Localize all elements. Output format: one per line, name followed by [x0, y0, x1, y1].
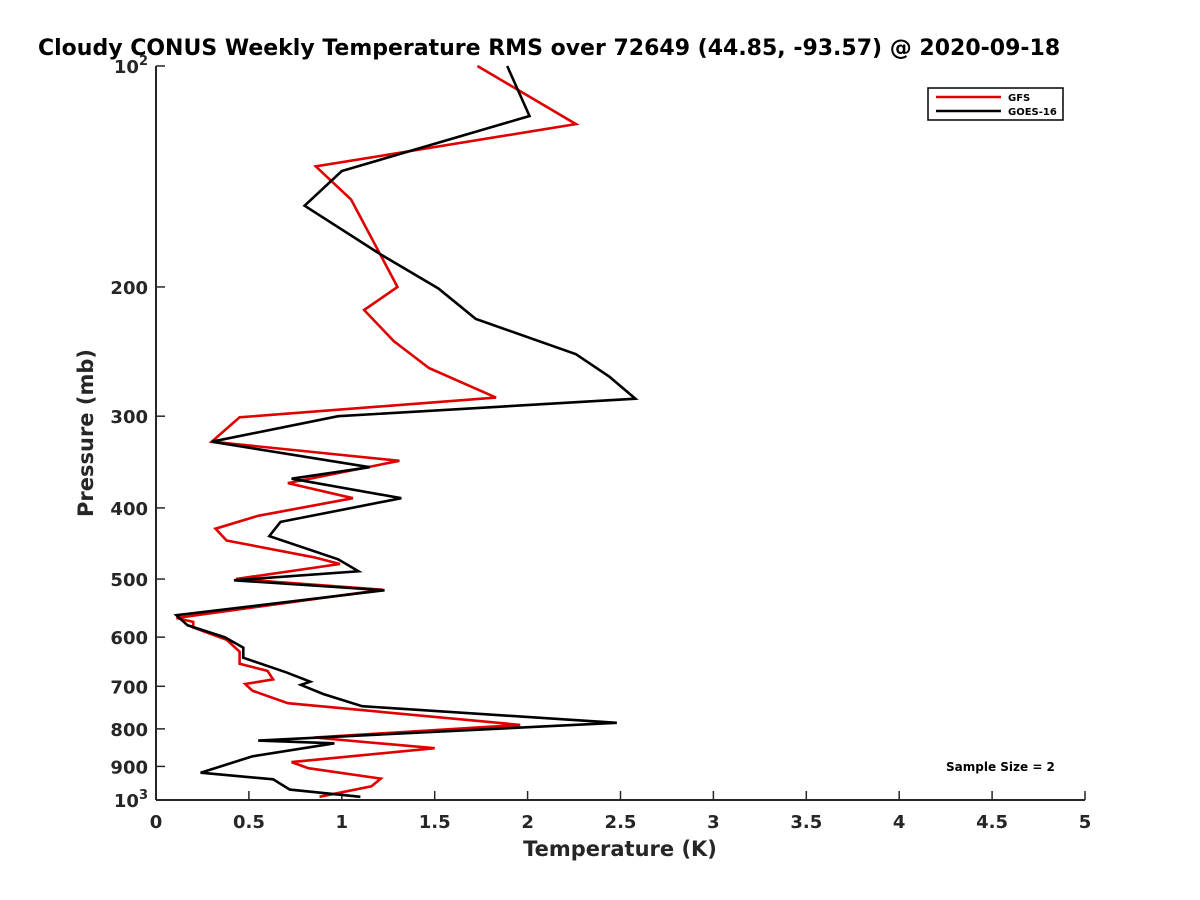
- x-tick-label: 2.5: [605, 812, 637, 833]
- x-tick-label: 1.5: [419, 812, 451, 833]
- y-tick-label: 200: [110, 278, 148, 299]
- y-tick-label: 600: [110, 628, 148, 649]
- x-tick-label: 4: [893, 812, 906, 833]
- y-axis-label: Pressure (mb): [74, 349, 98, 517]
- y-tick-label: 300: [110, 407, 148, 428]
- legend-label-goes16: GOES-16: [1008, 107, 1057, 118]
- y-tick-label: 400: [110, 499, 148, 520]
- series-layer: [173, 64, 639, 799]
- legend-box: [927, 87, 1064, 121]
- axes: [155, 65, 1086, 801]
- x-tick-label: 1: [336, 812, 349, 833]
- tick-labels: 0 0.5 1 1.5 2 2.5 3 3.5 4 4.5 5 102 200 300 400 500 600 7…: [110, 54, 1091, 833]
- x-tick-label: 0.5: [233, 812, 265, 833]
- x-tick-label: 5: [1079, 812, 1092, 833]
- x-tick-label: 2: [521, 812, 534, 833]
- x-axis-label: Temperature (K): [523, 837, 717, 861]
- y-tick-label: 700: [110, 677, 148, 698]
- x-tick-label: 3: [707, 812, 720, 833]
- x-tick-label: 3.5: [790, 812, 822, 833]
- x-tick-label: 4.5: [976, 812, 1008, 833]
- y-tick-label: 800: [110, 720, 148, 741]
- legend-label-gfs: GFS: [1008, 93, 1030, 104]
- series-line-goes16: [173, 65, 639, 799]
- chart-title: Cloudy CONUS Weekly Temperature RMS over…: [38, 36, 1060, 61]
- x-tick-label: 0: [150, 812, 163, 833]
- y-tick-label: 900: [110, 757, 148, 778]
- y-tick-label: 102: [114, 54, 148, 78]
- sample-size-annotation: Sample Size = 2: [946, 760, 1055, 774]
- y-tick-label: 500: [110, 570, 148, 591]
- y-tick-label: 103: [114, 788, 148, 812]
- legend: GFS GOES-16: [927, 87, 1064, 121]
- series-line-gfs: [176, 64, 580, 799]
